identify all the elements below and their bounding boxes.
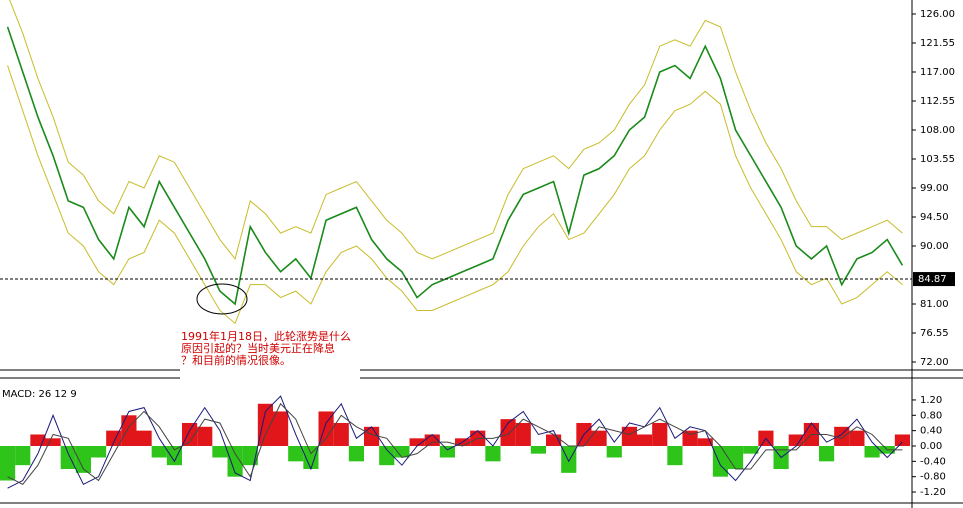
y-tick-label: 112.55 [920,96,955,107]
y-tick-label: 81.00 [920,299,949,310]
histogram-bar [819,445,835,462]
histogram-bar [606,445,622,458]
histogram-bar [121,415,137,446]
histogram-bar [621,426,637,446]
histogram-bar [439,445,455,458]
histogram-bar [364,426,380,446]
histogram-bar [91,445,107,458]
histogram-bar [288,445,304,462]
histogram-bar [849,430,865,446]
histogram-bar [394,445,410,458]
histogram-bar [834,426,850,446]
histogram-bar [652,422,668,446]
y-tick-label: 103.55 [920,154,955,165]
y-tick-label: 126.00 [920,9,955,20]
histogram-bar [318,411,334,446]
annotation-circle [196,283,248,315]
band-line [7,65,903,325]
histogram-bar [212,445,228,458]
histogram-bar [894,434,910,446]
y-tick-label: 99.00 [920,183,949,194]
histogram-bar [15,445,31,466]
histogram-bar [712,445,728,477]
y-tick-label: 76.55 [920,328,949,339]
y-tick-label: -0.80 [920,472,946,483]
histogram-bar [60,445,76,470]
macd-line [7,395,903,489]
histogram-bar [697,438,713,446]
histogram-bar [424,434,440,446]
histogram-bar [591,430,607,446]
y-tick-label: 117.00 [920,67,955,78]
y-tick-label: 1.20 [920,395,942,406]
histogram-bar [637,434,653,446]
histogram-bar [864,445,880,458]
histogram-bar [515,422,531,446]
histogram-bar [45,438,61,446]
annotation-text: 原因引起的？当时美元正在降息 [181,341,335,355]
y-tick-label: -1.20 [920,487,946,498]
histogram-bar [273,411,289,446]
histogram-bar [0,445,16,481]
y-tick-label: 0.80 [920,410,942,421]
annotation-text: 1991年1月18日，此轮涨势是什么 [181,329,351,343]
histogram-bar [197,426,213,446]
current-price-box [913,272,955,287]
current-price-label: 84.87 [918,274,947,285]
histogram-bar [227,445,243,477]
histogram-bar [485,445,501,462]
histogram-bar [182,422,198,446]
y-tick-label: 94.50 [920,212,949,223]
annotation-box [180,326,360,384]
histogram-bar [257,403,273,446]
histogram-bar [75,445,91,473]
histogram-bar [136,430,152,446]
histogram-bar [500,419,516,446]
y-tick-label: 121.55 [920,38,955,49]
y-tick-label: 0.40 [920,426,942,437]
y-tick-label: -0.40 [920,456,946,467]
histogram-bar [788,434,804,446]
histogram-bar [348,445,364,462]
histogram-bar [242,445,258,466]
histogram-bar [682,430,698,446]
signal-line [7,402,903,485]
histogram-bar [667,445,683,466]
histogram-bar [530,445,546,454]
histogram-bar [728,445,744,470]
histogram-bar [546,434,562,446]
histogram-bar [379,445,395,466]
annotation-text: ？和目前的情况很像。 [181,353,291,367]
price-line [6,26,904,306]
indicator-title: MACD: 26 12 9 [2,389,77,400]
histogram-bar [303,445,319,470]
y-tick-label: 0.00 [920,441,942,452]
histogram-bar [151,445,167,458]
y-tick-label: 72.00 [920,357,949,368]
y-tick-label: 90.00 [920,241,949,252]
histogram-bar [409,438,425,446]
histogram-bar [30,434,46,446]
band-line [9,0,903,260]
y-tick-label: 108.00 [920,125,955,136]
histogram-bar [743,445,759,454]
histogram-bar [166,445,182,466]
histogram-bar [333,422,349,446]
